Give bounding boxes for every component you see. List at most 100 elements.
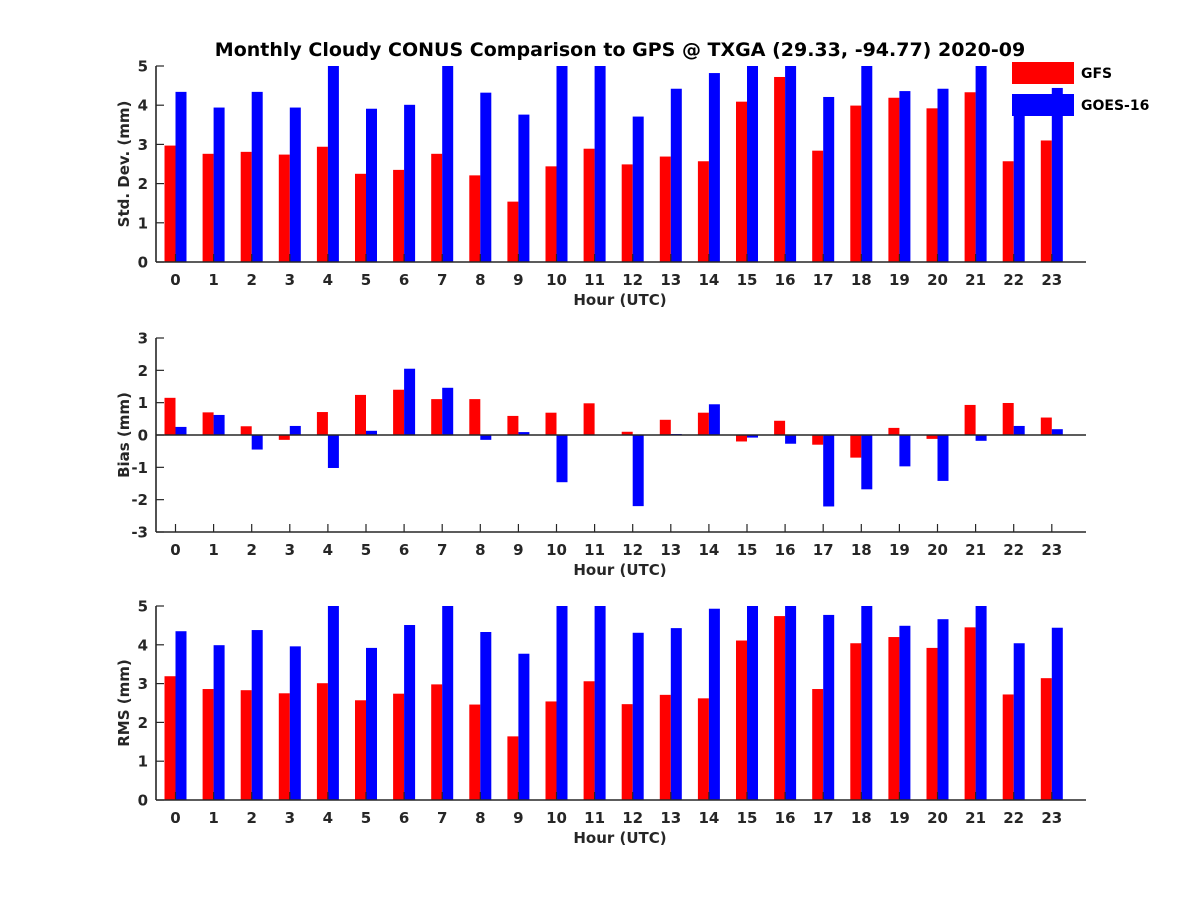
bar-gfs-hour-0: [164, 676, 176, 800]
x-tick-label: 18: [851, 809, 872, 827]
bar-gfs-hour-5: [355, 700, 366, 800]
bar-goes-16-hour-4: [327, 606, 339, 800]
bar-goes-16-hour-5: [366, 108, 377, 262]
x-tick-label: 4: [323, 271, 333, 289]
bar-gfs-hour-11: [583, 403, 595, 435]
x-tick-label: 17: [813, 541, 834, 559]
bar-goes-16-hour-8: [480, 632, 492, 800]
bar-goes-16-hour-16: [785, 435, 797, 444]
bar-gfs-hour-23: [1040, 140, 1052, 262]
x-tick-label: 13: [660, 271, 681, 289]
x-tick-label: 5: [361, 541, 371, 559]
x-tick-label: 9: [513, 271, 523, 289]
bar-goes-16-hour-21: [975, 435, 987, 441]
x-tick-label: 8: [475, 809, 485, 827]
x-tick-label: 6: [399, 271, 409, 289]
bar-goes-16-hour-1: [213, 107, 225, 262]
x-tick-label: 6: [399, 809, 409, 827]
x-tick-label: 6: [399, 541, 409, 559]
bar-goes-16-hour-20: [937, 435, 949, 481]
x-tick-label: 22: [1003, 541, 1024, 559]
bar-goes-16-hour-12: [632, 632, 644, 800]
figure-title: Monthly Cloudy CONUS Comparison to GPS @…: [215, 39, 1025, 61]
bar-goes-16-hour-22: [1013, 643, 1025, 800]
bar-goes-16-hour-14: [708, 608, 720, 800]
bar-goes-16-hour-5: [366, 647, 377, 800]
bar-gfs-hour-7: [431, 399, 443, 435]
x-tick-label: 16: [775, 541, 796, 559]
bar-goes-16-hour-18: [861, 66, 873, 262]
bar-goes-16-hour-3: [289, 425, 301, 435]
bar-goes-16-hour-10: [556, 606, 568, 800]
bar-gfs-hour-19: [888, 427, 900, 435]
bar-goes-16-hour-13: [670, 628, 682, 800]
bar-goes-16-hour-12: [632, 116, 644, 262]
bar-goes-16-hour-13: [670, 88, 682, 263]
bar-gfs-hour-10: [545, 701, 557, 800]
bar-goes-16-hour-4: [327, 66, 339, 262]
x-tick-label: 1: [208, 541, 218, 559]
bar-gfs-hour-1: [202, 412, 214, 435]
bar-gfs-hour-11: [583, 148, 595, 262]
x-tick-label: 0: [170, 809, 180, 827]
bar-goes-16-hour-4: [327, 435, 339, 468]
bar-gfs-hour-9: [507, 201, 519, 262]
x-tick-label: 22: [1003, 809, 1024, 827]
bar-gfs-hour-2: [240, 151, 252, 262]
bar-goes-16-hour-15: [747, 606, 758, 800]
bar-gfs-hour-3: [278, 154, 290, 262]
bar-goes-16-hour-18: [861, 606, 873, 800]
x-tick-label: 3: [285, 809, 295, 827]
bar-gfs-hour-15: [736, 435, 747, 442]
bar-goes-16-hour-14: [708, 404, 720, 435]
x-tick-label: 21: [965, 809, 986, 827]
bar-gfs-hour-7: [431, 684, 443, 800]
bar-gfs-hour-9: [507, 415, 519, 435]
bar-goes-16-hour-2: [251, 435, 263, 450]
bar-gfs-hour-22: [1002, 161, 1014, 262]
bar-goes-16-hour-21: [975, 606, 987, 800]
bar-gfs-hour-16: [774, 76, 786, 262]
x-tick-label: 11: [584, 271, 605, 289]
bar-goes-16-hour-11: [594, 66, 606, 262]
x-tick-label: 20: [927, 541, 948, 559]
bar-goes-16-hour-12: [632, 435, 644, 507]
bar-gfs-hour-2: [240, 690, 252, 800]
bar-gfs-hour-17: [812, 150, 824, 262]
x-tick-label: 20: [927, 809, 948, 827]
bar-goes-16-hour-0: [175, 91, 187, 263]
bar-goes-16-hour-1: [213, 645, 225, 800]
bar-goes-16-hour-9: [518, 653, 530, 800]
bar-gfs-hour-13: [659, 419, 671, 435]
bar-gfs-hour-20: [926, 435, 938, 439]
bar-gfs-hour-17: [812, 435, 824, 445]
y-tick-label: 3: [138, 136, 148, 154]
bar-gfs-hour-21: [964, 627, 976, 800]
y-tick-label: 4: [138, 636, 148, 654]
y-tick-label: 3: [138, 330, 148, 348]
x-tick-label: 10: [546, 541, 567, 559]
bar-gfs-hour-3: [278, 435, 290, 440]
bar-goes-16-hour-7: [442, 66, 454, 262]
bar-gfs-hour-21: [964, 404, 976, 435]
x-axis-label: Hour (UTC): [573, 829, 666, 847]
bar-goes-16-hour-6: [404, 625, 416, 800]
bar-goes-16-hour-17: [823, 435, 835, 507]
x-axis-label: Hour (UTC): [573, 561, 666, 579]
x-tick-label: 23: [1041, 541, 1062, 559]
y-tick-label: 2: [138, 714, 148, 732]
x-tick-label: 13: [660, 541, 681, 559]
legend: GFS GOES-16: [1012, 62, 1149, 116]
legend-label-goes-16: GOES-16: [1081, 98, 1149, 114]
bar-gfs-hour-13: [659, 156, 671, 262]
x-tick-label: 21: [965, 271, 986, 289]
bar-gfs-hour-18: [850, 643, 862, 800]
bar-gfs-hour-17: [812, 689, 824, 800]
y-tick-label: -3: [131, 524, 148, 542]
y-axis-label: RMS (mm): [115, 659, 133, 746]
x-tick-label: 5: [361, 809, 371, 827]
bar-goes-16-hour-17: [823, 96, 835, 262]
x-tick-label: 10: [546, 809, 567, 827]
